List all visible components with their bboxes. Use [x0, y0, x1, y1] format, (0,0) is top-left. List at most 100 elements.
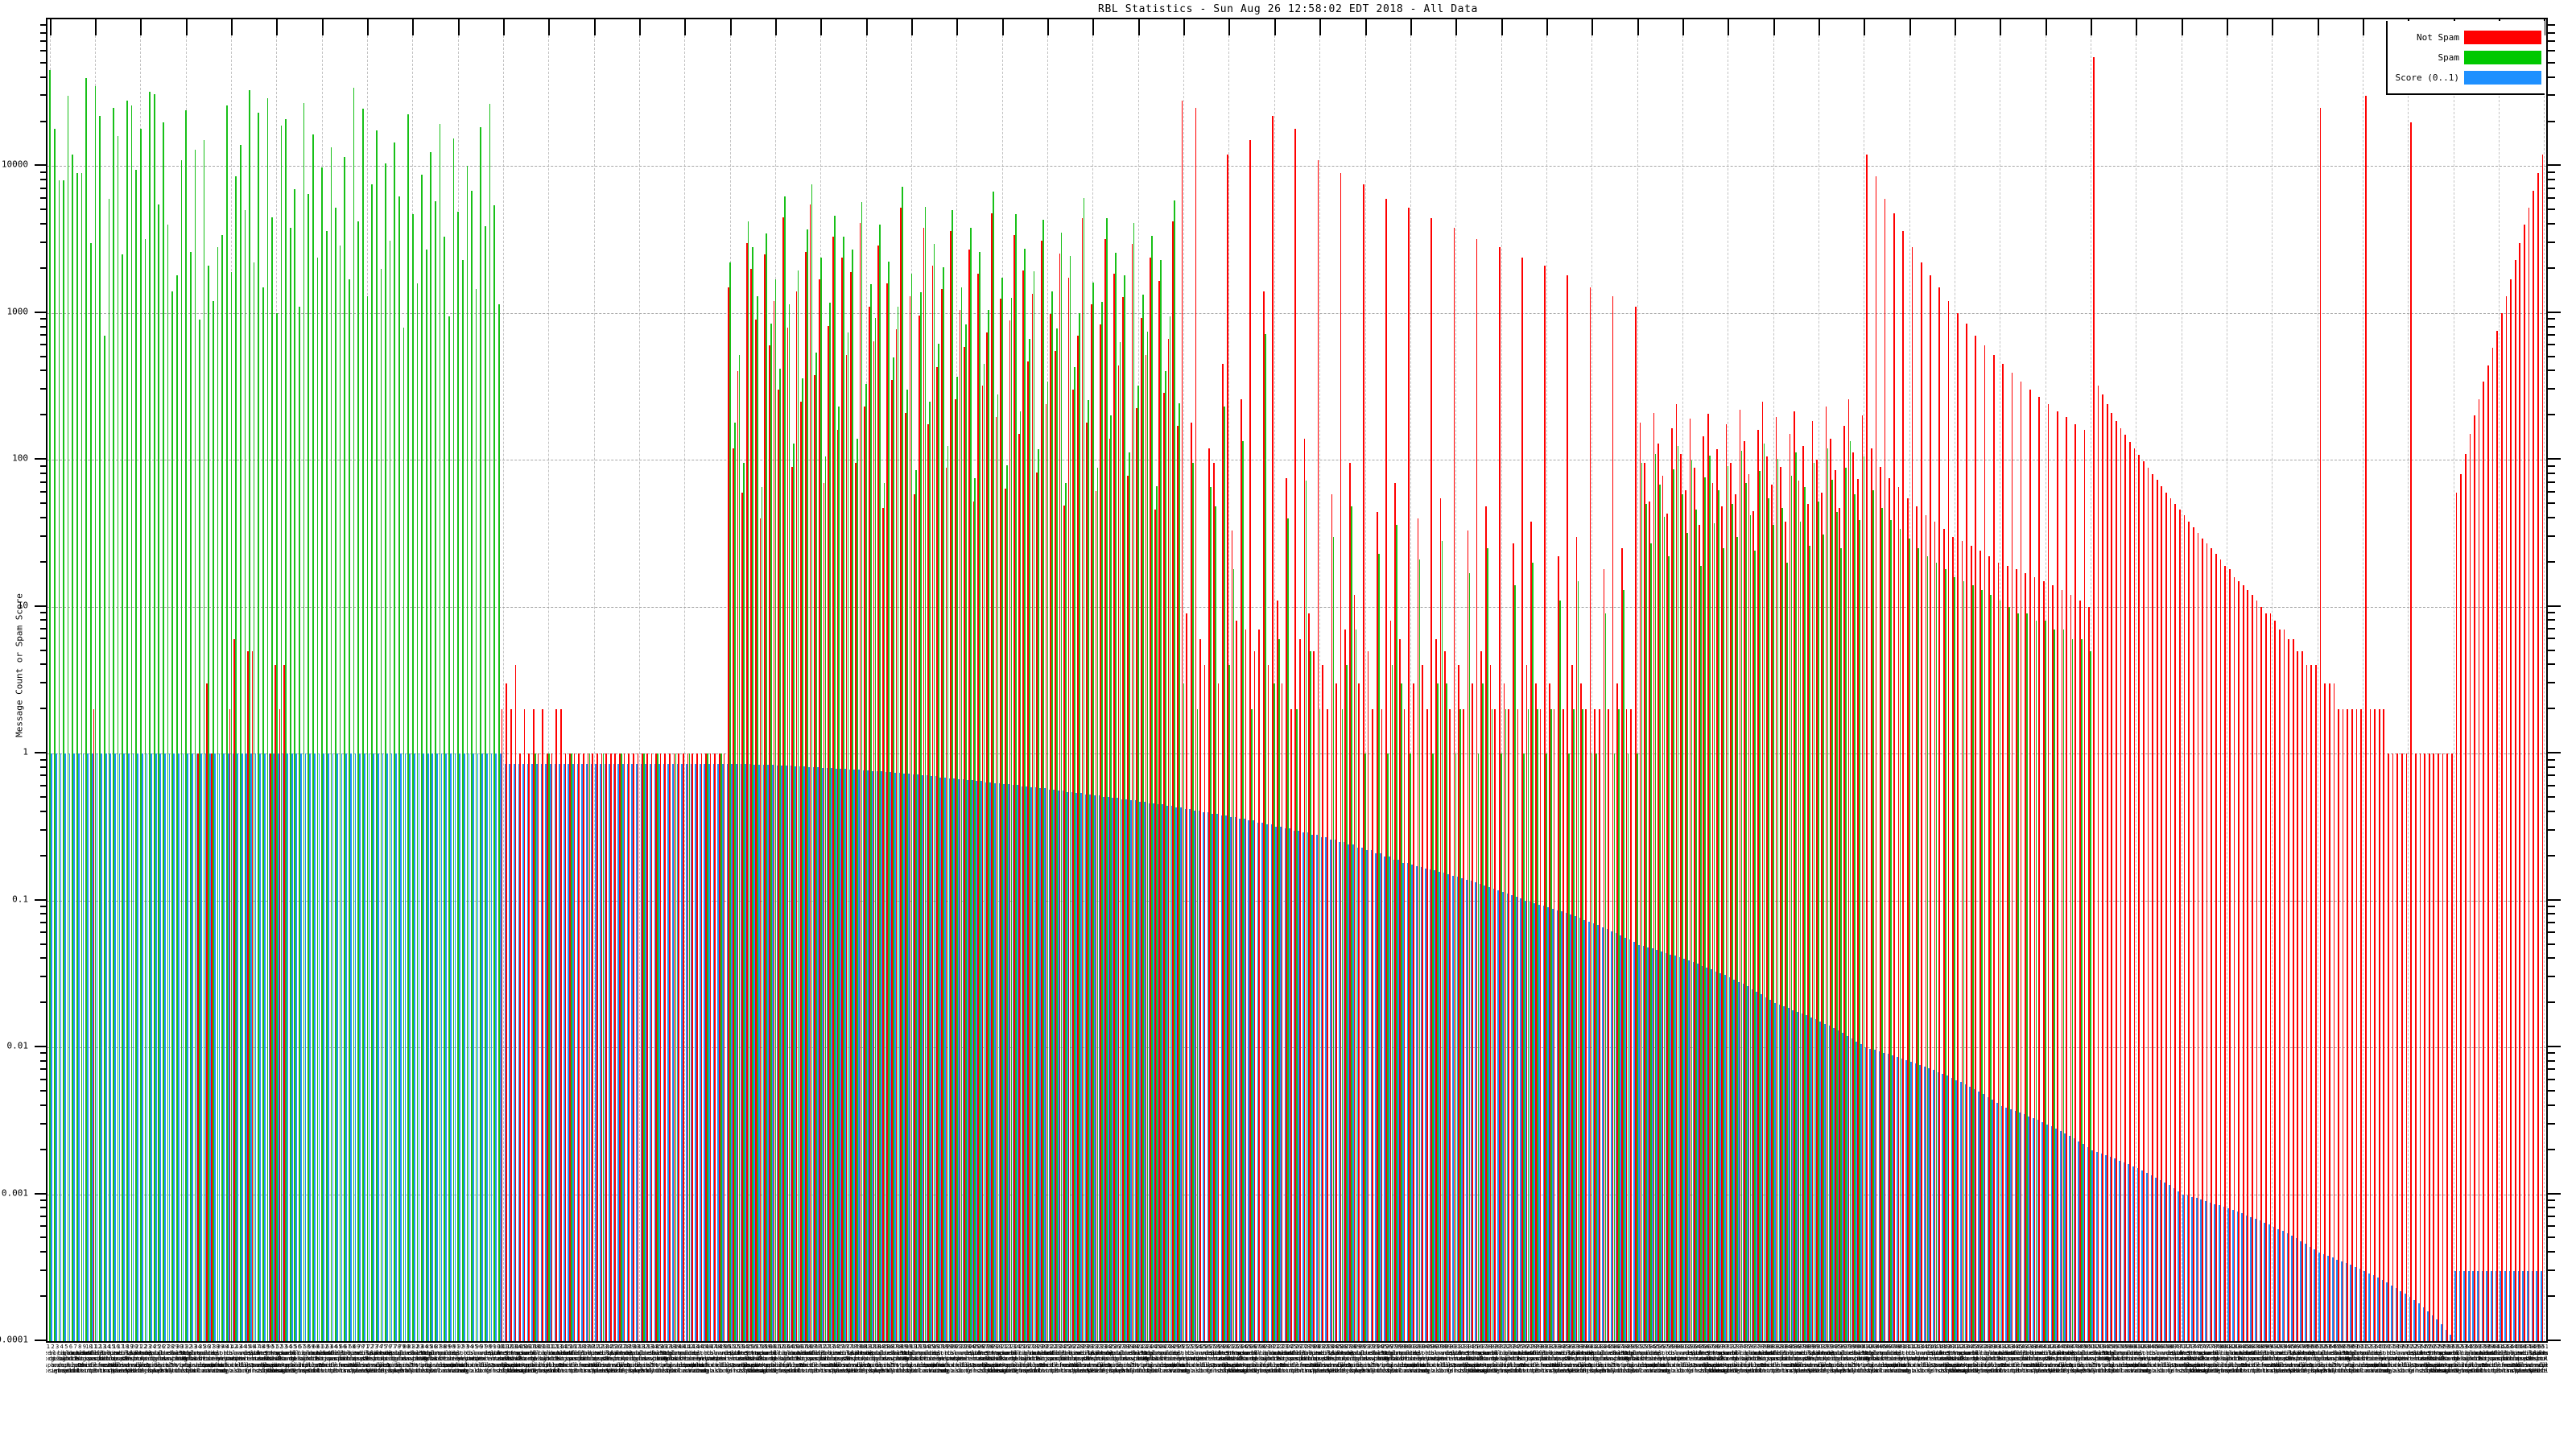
bar-score	[373, 753, 374, 1341]
bar-score	[1017, 785, 1018, 1341]
y-axis-tick-minor	[40, 1295, 47, 1298]
bar-score	[722, 764, 724, 1341]
bar-spam	[493, 205, 496, 1341]
bar-spam	[1482, 683, 1484, 1341]
x-axis-tick-top	[1501, 19, 1503, 35]
bar-not-spam	[1376, 512, 1378, 1341]
x-axis-tick-label: 457 smtp bl psbl dul	[2112, 1344, 2126, 1374]
bar-not-spam	[1253, 650, 1256, 1341]
y-axis-tick-right-major	[2548, 605, 2561, 607]
bar-score	[2486, 1270, 2488, 1341]
bar-score	[386, 753, 388, 1341]
bar-not-spam	[2238, 580, 2240, 1341]
bar-spam	[2008, 606, 2010, 1341]
bar-score	[82, 753, 85, 1341]
x-axis-tick-label: 449 ix psbl de net	[2075, 1344, 2090, 1374]
bar-score	[2100, 1153, 2103, 1341]
y-axis-tick-right-minor	[2548, 516, 2555, 518]
bar-score	[1175, 807, 1178, 1341]
bar-not-spam	[2438, 753, 2439, 1341]
bar-not-spam	[1535, 683, 1537, 1341]
bar-not-spam	[1276, 601, 1278, 1341]
bar-score	[1484, 885, 1486, 1341]
bar-not-spam	[1172, 221, 1174, 1341]
bar-not-spam	[1117, 365, 1120, 1341]
bar-score	[2132, 1166, 2134, 1341]
bar-not-spam	[2342, 709, 2344, 1341]
bar-not-spam	[728, 287, 729, 1341]
bar-spam	[1468, 572, 1471, 1341]
bar-not-spam	[1222, 364, 1224, 1341]
y-axis-tick-right-minor	[2548, 24, 2555, 27]
bar-score	[1071, 791, 1073, 1341]
bar-score	[1261, 822, 1264, 1341]
bar-score	[1406, 863, 1409, 1341]
bar-spam	[1677, 445, 1679, 1341]
bar-not-spam	[1140, 317, 1142, 1341]
bar-score	[1624, 937, 1626, 1341]
bar-not-spam	[2505, 296, 2508, 1341]
bar-score	[808, 766, 810, 1341]
bar-score	[2105, 1154, 2107, 1341]
bar-score	[2427, 1311, 2429, 1341]
bar-score	[1511, 894, 1513, 1341]
bar-score	[2000, 1105, 2003, 1341]
bar-score	[1067, 791, 1068, 1341]
bar-score	[885, 772, 887, 1341]
bar-not-spam	[737, 371, 739, 1341]
x-axis-tick-top	[1728, 19, 1730, 35]
bar-score	[1365, 850, 1368, 1341]
y-axis-tick-major	[35, 752, 47, 754]
bar-not-spam	[1847, 398, 1850, 1341]
bar-not-spam	[995, 417, 997, 1341]
bar-score	[2223, 1207, 2225, 1341]
bar-score	[377, 753, 379, 1341]
bar-not-spam	[2265, 613, 2267, 1341]
bar-spam	[783, 196, 786, 1341]
grid-line-horizontal	[47, 312, 2546, 314]
bar-score	[717, 764, 720, 1341]
bar-score	[2436, 1319, 2438, 1341]
bar-score	[1311, 835, 1314, 1341]
bar-not-spam	[1943, 528, 1945, 1341]
y-axis-tick-right-minor	[2548, 906, 2555, 907]
bar-score	[1806, 1015, 1808, 1341]
bar-not-spam	[2178, 509, 2181, 1341]
grid-line-horizontal	[47, 166, 2546, 167]
bar-not-spam	[1648, 502, 1650, 1341]
bar-not-spam	[1258, 630, 1261, 1341]
bar-spam	[217, 247, 219, 1341]
bar-spam	[788, 303, 791, 1341]
bar-score	[1905, 1059, 1907, 1341]
bar-score	[667, 764, 670, 1341]
bar-score	[586, 764, 588, 1341]
bar-score	[1842, 1033, 1844, 1341]
y-axis-tick-right-minor	[2548, 810, 2555, 812]
bar-score	[626, 764, 629, 1341]
bar-not-spam	[2541, 154, 2544, 1341]
bar-spam	[2090, 650, 2091, 1341]
bar-score	[1370, 850, 1373, 1341]
bar-score	[499, 753, 502, 1341]
y-axis-tick-label: 0.1	[12, 894, 28, 905]
bar-not-spam	[1472, 683, 1473, 1341]
bar-score	[1933, 1070, 1934, 1341]
bar-score	[2531, 1270, 2533, 1341]
bar-score	[2173, 1188, 2175, 1341]
bar-not-spam	[1893, 213, 1895, 1341]
bar-score	[2164, 1183, 2166, 1341]
bar-spam	[235, 176, 237, 1341]
bar-score	[323, 753, 324, 1341]
bar-not-spam	[2020, 382, 2022, 1341]
grid-line-vertical	[1501, 19, 1502, 1341]
bar-not-spam	[2215, 553, 2217, 1341]
bar-spam	[1568, 753, 1571, 1341]
bar-spam	[757, 296, 758, 1341]
bar-score	[341, 753, 343, 1341]
bar-not-spam	[1104, 238, 1106, 1341]
bar-score	[1778, 1005, 1781, 1341]
bar-not-spam	[800, 401, 803, 1341]
bar-spam	[85, 77, 88, 1341]
y-axis-tick-right-minor	[2548, 334, 2555, 336]
bar-not-spam	[1739, 409, 1741, 1341]
